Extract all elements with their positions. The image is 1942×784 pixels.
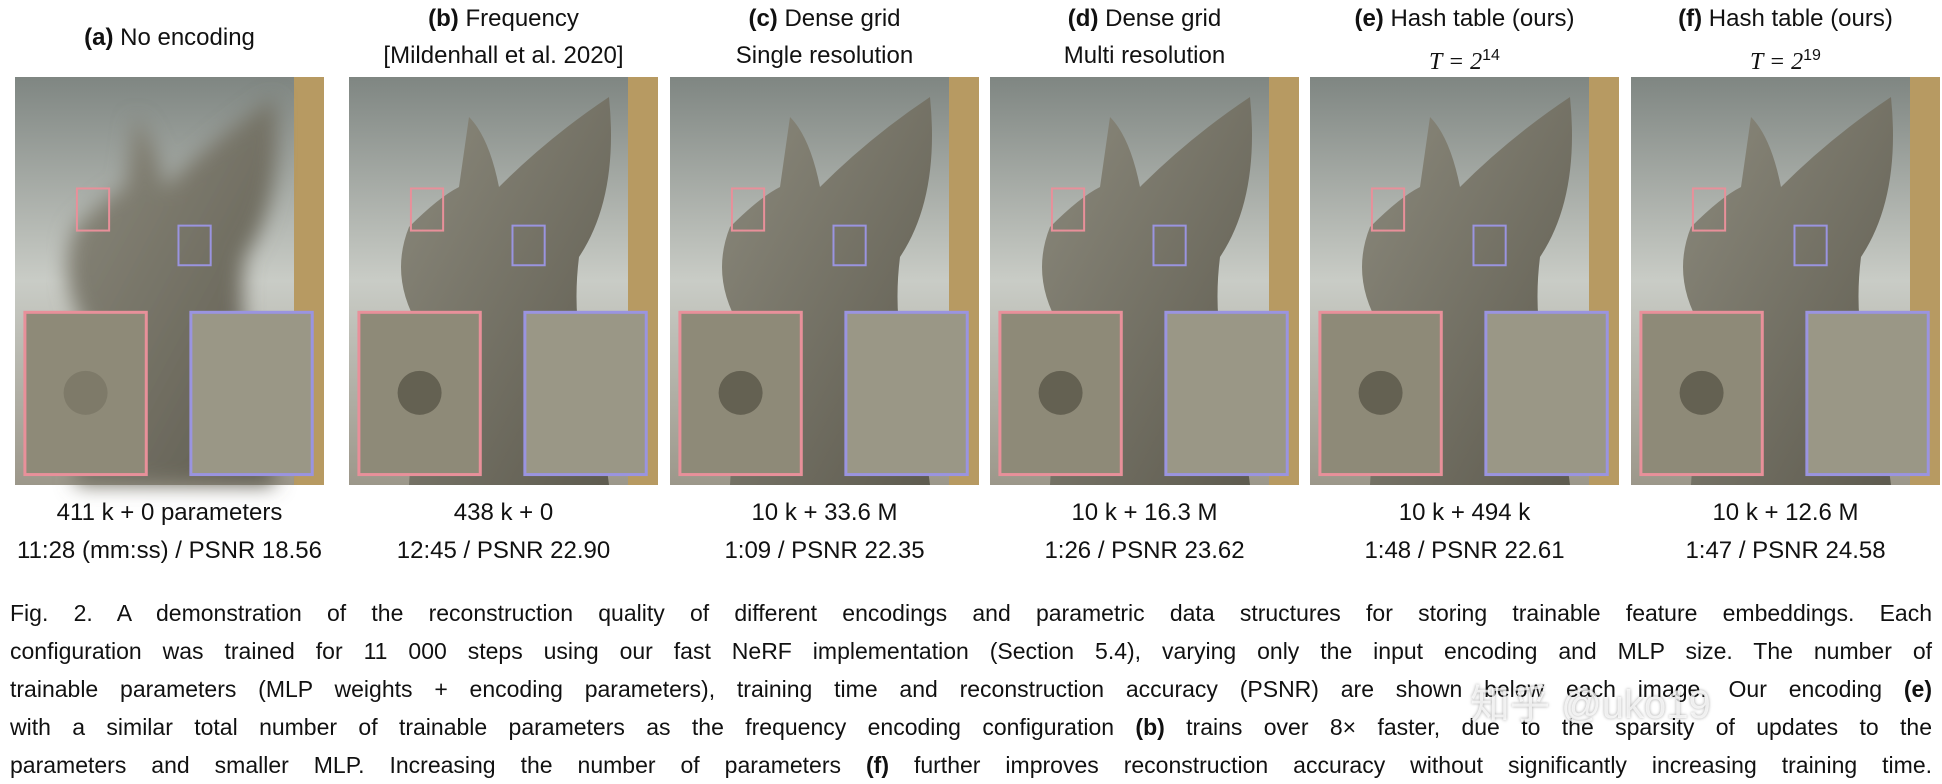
panel-image: [990, 77, 1299, 485]
panel-title-text: Hash table (ours): [1709, 5, 1893, 32]
panel-title: Single resolution: [660, 37, 990, 74]
panel-stats: 10 k + 494 k: [1300, 494, 1630, 531]
math-exp: 14: [1482, 47, 1500, 64]
inset-blue: [1807, 312, 1928, 474]
panel-math: T = 214: [1300, 37, 1630, 81]
inset-blue: [1486, 312, 1607, 474]
caption-text: Fig. 2. A demonstration of the reconstru…: [10, 600, 1932, 626]
math-base: T = 2: [1750, 49, 1803, 75]
caption-text: parameters and smaller MLP. Increasing t…: [10, 752, 866, 778]
panel-stats: 411 k + 0 parameters: [5, 494, 335, 531]
panel-stats: 1:48 / PSNR 22.61: [1300, 532, 1630, 569]
panel-title-text: Multi resolution: [1064, 42, 1225, 69]
panel-title: Multi resolution: [980, 37, 1310, 74]
panel-image: [1310, 77, 1619, 485]
panel-label: (d): [1068, 5, 1099, 32]
caption-text: configuration was trained for 11 000 ste…: [10, 638, 1932, 664]
panel-stats: 10 k + 12.6 M: [1621, 494, 1942, 531]
panel-title: (d) Dense grid: [980, 0, 1310, 37]
panel-label: (e): [1354, 5, 1383, 32]
panel-label: (c): [748, 5, 777, 32]
panel-label: (b): [428, 5, 459, 32]
panel-stats: 438 k + 0: [339, 494, 669, 531]
watermark: 知乎 @uko19: [1470, 672, 1711, 730]
inset-eye: [719, 371, 763, 415]
caption-text: further improves reconstruction accuracy…: [889, 752, 1932, 778]
caption-line: configuration was trained for 11 000 ste…: [10, 632, 1932, 670]
panel-stats: 10 k + 16.3 M: [980, 494, 1310, 531]
panel-title-text: Frequency: [465, 5, 578, 32]
panel-label: (f): [1678, 5, 1702, 32]
panel-title: (b) Frequency: [339, 0, 669, 37]
inset-blue: [846, 312, 967, 474]
panel-title: (f) Hash table (ours): [1621, 0, 1942, 37]
panel-stats: 1:47 / PSNR 24.58: [1621, 532, 1942, 569]
panel-image: [349, 77, 658, 485]
panel-title-text: Dense grid: [1105, 5, 1221, 32]
panel-title: (a) No encoding: [5, 19, 335, 56]
panel-title-text: Single resolution: [736, 42, 913, 69]
caption-line: Fig. 2. A demonstration of the reconstru…: [10, 594, 1932, 632]
inset-eye: [64, 371, 108, 415]
panel-image: [1631, 77, 1940, 485]
math-base: T = 2: [1429, 49, 1482, 75]
panel-label: (a): [84, 24, 113, 51]
caption-bold: (b): [1135, 714, 1164, 740]
panel-image: [15, 77, 324, 485]
panel-stats: 12:45 / PSNR 22.90: [339, 532, 669, 569]
panel-title: (e) Hash table (ours): [1300, 0, 1630, 37]
panel-title-text: Hash table (ours): [1390, 5, 1574, 32]
caption-bold: (f): [866, 752, 889, 778]
panel-title: [Mildenhall et al. 2020]: [339, 37, 669, 74]
panel-image: [670, 77, 979, 485]
inset-eye: [1680, 371, 1724, 415]
inset-blue: [1166, 312, 1287, 474]
panel-math: T = 219: [1621, 37, 1942, 81]
caption-line: parameters and smaller MLP. Increasing t…: [10, 746, 1932, 784]
panel-title-text: [Mildenhall et al. 2020]: [383, 42, 623, 69]
panel-stats: 1:09 / PSNR 22.35: [660, 532, 990, 569]
caption-bold: (e): [1904, 676, 1932, 702]
caption-text: with a similar total number of trainable…: [10, 714, 1135, 740]
inset-eye: [1359, 371, 1403, 415]
panel-title-text: Dense grid: [784, 5, 900, 32]
panel-title: (c) Dense grid: [660, 0, 990, 37]
inset-blue: [525, 312, 646, 474]
inset-eye: [398, 371, 442, 415]
panel-title-text: No encoding: [120, 24, 255, 51]
inset-eye: [1039, 371, 1083, 415]
panel-stats: 1:26 / PSNR 23.62: [980, 532, 1310, 569]
panel-stats: 11:28 (mm:ss) / PSNR 18.56: [5, 532, 335, 569]
panel-stats: 10 k + 33.6 M: [660, 494, 990, 531]
inset-blue: [191, 312, 312, 474]
math-exp: 19: [1803, 47, 1821, 64]
